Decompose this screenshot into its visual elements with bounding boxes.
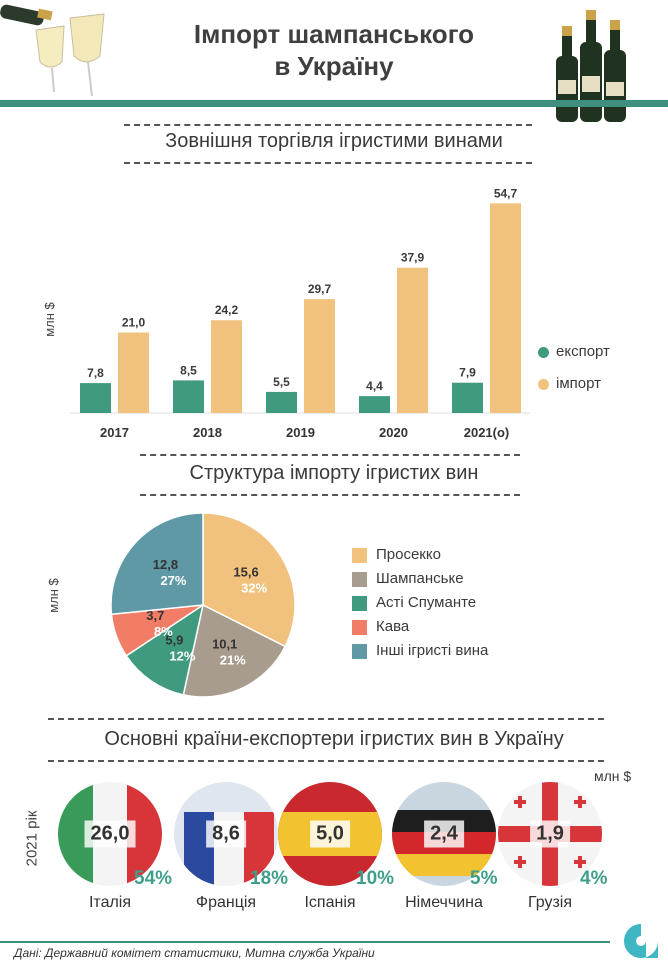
flag-france: 8,6	[174, 782, 278, 886]
bar-import	[304, 299, 335, 413]
bar-value-label: 7,8	[87, 366, 104, 380]
title-line-1: Імпорт шампанського	[193, 19, 475, 49]
bar-value-label: 37,9	[401, 251, 425, 265]
x-tick-label: 2018	[193, 425, 222, 440]
pie-legend-label: Кава	[376, 618, 410, 635]
section2-unit: млн $	[45, 578, 61, 613]
bar-import	[118, 332, 149, 413]
country-name: Грузія	[527, 894, 573, 911]
flag-germany: 2,4	[392, 782, 496, 886]
bar-value-label: 54,7	[494, 186, 518, 200]
page-title: Імпорт шампанського в Україну	[0, 18, 668, 82]
x-tick-label: 2021(о)	[464, 425, 510, 440]
country-value: 8,6	[206, 820, 246, 848]
champagne-bottles-image	[556, 10, 626, 122]
bar-export	[80, 383, 111, 413]
pie-value-label: 10,1	[212, 637, 237, 652]
bar-value-label: 29,7	[308, 282, 332, 296]
flag-georgia: 1,9	[498, 782, 602, 886]
country-share: 54%	[134, 868, 173, 889]
section1-divider-bottom	[124, 162, 532, 164]
header-rule	[0, 100, 668, 107]
brand-logo-icon	[624, 924, 658, 958]
pie-percent-label: 32%	[241, 580, 267, 595]
legend-export-swatch	[538, 347, 549, 358]
section3-divider-bottom	[48, 760, 604, 762]
title-line-2: в Україну	[274, 51, 394, 81]
pie-legend-label: Просекко	[376, 546, 441, 563]
pie-percent-label: 27%	[160, 573, 186, 588]
country-name: Італія	[88, 894, 132, 911]
import-structure-pie: 15,632% 10,121% 5,912% 3,78% 12,827%	[110, 512, 296, 698]
section3-divider	[48, 718, 604, 720]
pie-legend-swatch	[352, 548, 367, 563]
pie-slice	[110, 512, 204, 616]
pie-percent-label: 12%	[169, 649, 195, 664]
trade-bar-chart: 7,8 21,0 2017 8,5 24,2 2018 5,5 29,7 2019 4,4 37,9…	[70, 186, 530, 440]
pie-percent-label: 21%	[220, 653, 246, 668]
country-share: 5%	[470, 868, 498, 889]
x-tick-label: 2020	[379, 425, 408, 440]
section1-divider	[124, 124, 532, 126]
bar-value-label: 5,5	[273, 375, 290, 389]
pie-legend-label: Асті Спуманте	[376, 594, 477, 611]
flag-spain: 5,0	[278, 782, 382, 886]
pie-value-label: 3,7	[146, 608, 164, 623]
pie-legend-swatch	[352, 572, 367, 587]
x-tick-label: 2017	[100, 425, 129, 440]
bar-import	[397, 267, 428, 413]
bar-value-label: 24,2	[215, 303, 239, 317]
bar-value-label: 21,0	[122, 316, 146, 330]
section1-title: Зовнішня торгівля ігристими винами	[165, 130, 503, 152]
pie-value-label: 12,8	[153, 557, 178, 572]
section1-unit: млн $	[41, 302, 57, 337]
pie-value-label: 15,6	[233, 564, 258, 579]
footer-rule	[0, 941, 610, 943]
country-value: 26,0	[84, 820, 136, 848]
pie-legend-swatch	[352, 644, 367, 659]
bar-export	[452, 382, 483, 413]
source-note: Дані: Державний комітет статистики, Митн…	[14, 946, 375, 960]
pie-value-label: 5,9	[165, 633, 183, 648]
bar-export	[359, 396, 390, 413]
country-name: Іспанія	[304, 894, 356, 911]
pie-slice	[202, 512, 296, 648]
section2-title: Структура імпорту ігристих вин	[189, 462, 479, 484]
country-share: 18%	[250, 868, 289, 889]
section3-title: Основні країни-експортери ігристих вин в…	[104, 728, 564, 750]
country-value: 1,9	[530, 820, 570, 848]
x-tick-label: 2019	[286, 425, 315, 440]
pie-slice	[182, 603, 287, 698]
bar-export	[173, 380, 204, 413]
country-name: Франція	[195, 894, 257, 911]
section3-unit: млн $	[594, 768, 632, 784]
legend-import-label: імпорт	[556, 375, 601, 392]
bar-import	[211, 320, 242, 413]
pie-legend-label: Шампанське	[376, 570, 464, 587]
country-name: Німеччина	[405, 894, 483, 911]
legend-export-label: експорт	[556, 343, 610, 360]
country-share: 10%	[356, 868, 395, 889]
bar-value-label: 7,9	[459, 366, 476, 380]
country-value: 2,4	[424, 820, 464, 848]
legend-import-swatch	[538, 379, 549, 390]
section2-divider-bottom	[140, 494, 520, 496]
bar-value-label: 8,5	[180, 363, 197, 377]
pie-percent-label: 8%	[154, 624, 173, 639]
section2-divider	[140, 454, 520, 456]
bar-import	[490, 203, 521, 413]
pie-legend-label: Інші ігристі вина	[376, 642, 489, 659]
bar-export	[266, 391, 297, 413]
pie-slice	[125, 603, 205, 696]
year-label: 2021 рік	[23, 810, 41, 867]
country-share: 4%	[580, 868, 608, 889]
bar-value-label: 4,4	[366, 379, 383, 393]
country-value: 5,0	[310, 820, 350, 848]
champagne-glasses-image	[0, 4, 105, 97]
pie-legend-swatch	[352, 596, 367, 611]
pie-legend-swatch	[352, 620, 367, 635]
